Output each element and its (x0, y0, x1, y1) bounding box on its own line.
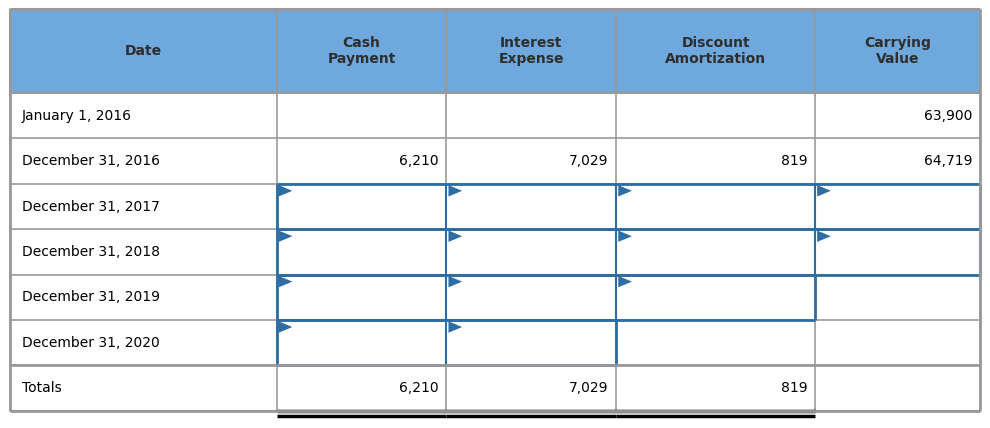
Bar (815, 229, 980, 275)
Polygon shape (448, 185, 462, 196)
Text: 6,210: 6,210 (399, 154, 439, 168)
Polygon shape (279, 231, 292, 242)
Bar (616, 184, 815, 229)
Text: Totals: Totals (22, 381, 61, 395)
Bar (277, 9, 446, 93)
Text: 819: 819 (781, 154, 807, 168)
Text: January 1, 2016: January 1, 2016 (22, 109, 132, 123)
Text: Cash
Payment: Cash Payment (328, 36, 396, 66)
Polygon shape (279, 321, 292, 333)
Polygon shape (618, 185, 632, 196)
Polygon shape (448, 231, 462, 242)
Bar (616, 138, 815, 184)
Bar (10, 366, 276, 411)
Bar (815, 275, 980, 320)
Bar (446, 93, 616, 138)
Bar (446, 275, 616, 320)
Bar (446, 184, 616, 229)
Text: December 31, 2019: December 31, 2019 (22, 290, 159, 304)
Text: Discount
Amortization: Discount Amortization (665, 36, 766, 66)
Bar (10, 275, 276, 320)
Bar (616, 93, 815, 138)
Text: December 31, 2018: December 31, 2018 (22, 245, 159, 259)
Text: 7,029: 7,029 (569, 381, 608, 395)
Text: 64,719: 64,719 (924, 154, 972, 168)
Polygon shape (448, 276, 462, 287)
Polygon shape (618, 231, 632, 242)
Bar (10, 229, 276, 275)
Bar (10, 93, 276, 138)
Bar (277, 138, 446, 184)
Bar (10, 184, 276, 229)
Bar (446, 320, 616, 366)
Text: 7,029: 7,029 (569, 154, 608, 168)
Bar (446, 138, 616, 184)
Bar (277, 229, 446, 275)
Bar (277, 366, 446, 411)
Bar (10, 320, 276, 366)
Bar (277, 275, 446, 320)
Polygon shape (279, 185, 292, 196)
Polygon shape (279, 276, 292, 287)
Bar (616, 366, 815, 411)
Bar (446, 366, 616, 411)
Text: 819: 819 (781, 381, 807, 395)
Bar (815, 93, 980, 138)
Polygon shape (817, 231, 831, 242)
Text: Date: Date (125, 44, 162, 58)
Bar (446, 9, 616, 93)
Bar (277, 184, 446, 229)
Bar (616, 320, 815, 366)
Text: December 31, 2016: December 31, 2016 (22, 154, 159, 168)
Bar (815, 320, 980, 366)
Polygon shape (618, 276, 632, 287)
Text: Carrying
Value: Carrying Value (864, 36, 931, 66)
Text: 6,210: 6,210 (399, 381, 439, 395)
Bar (815, 9, 980, 93)
Bar (446, 229, 616, 275)
Bar (815, 184, 980, 229)
Bar (616, 229, 815, 275)
Text: December 31, 2020: December 31, 2020 (22, 336, 159, 350)
Bar (616, 9, 815, 93)
Polygon shape (448, 321, 462, 333)
Text: 63,900: 63,900 (924, 109, 972, 123)
Bar (616, 275, 815, 320)
Bar (277, 320, 446, 366)
Bar (277, 93, 446, 138)
Bar (815, 366, 980, 411)
Polygon shape (817, 185, 831, 196)
Text: Interest
Expense: Interest Expense (499, 36, 564, 66)
Bar (10, 9, 276, 93)
Bar (815, 138, 980, 184)
Text: December 31, 2017: December 31, 2017 (22, 199, 159, 214)
Bar (10, 138, 276, 184)
